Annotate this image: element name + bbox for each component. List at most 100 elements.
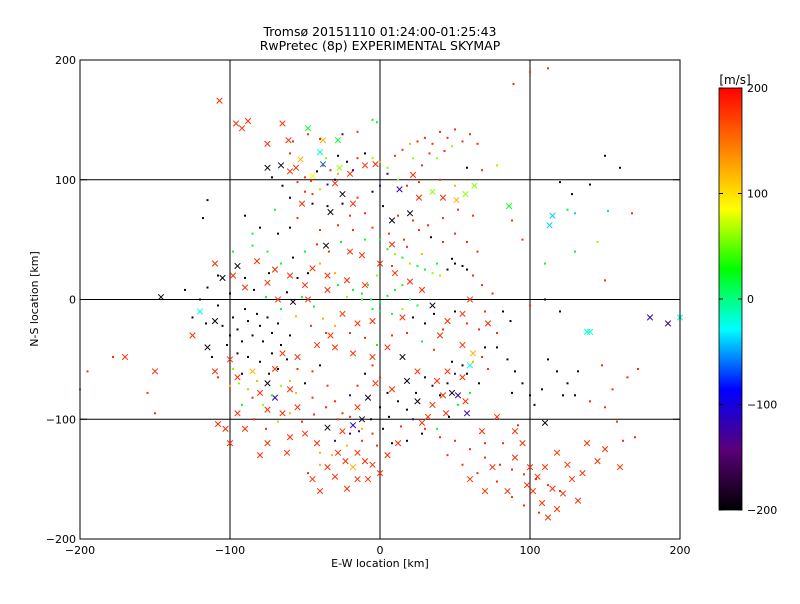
scatter-point-cross [226, 356, 234, 363]
scatter-point-dot [502, 442, 504, 445]
scatter-point-dot [529, 394, 531, 397]
scatter-point-dot [562, 394, 564, 397]
scatter-point-dot [289, 412, 291, 415]
scatter-point-dot [289, 196, 291, 199]
scatter-point-cross [211, 368, 219, 375]
scatter-point-dot [319, 364, 321, 367]
scatter-point-cross [372, 161, 379, 168]
scatter-point-cross [504, 487, 511, 495]
scatter-point-cross [226, 440, 234, 447]
scatter-point-dot [232, 367, 234, 370]
scatter-point-dot [454, 439, 456, 442]
scatter-point-cross [396, 186, 403, 193]
scatter-point-dot [461, 364, 464, 367]
scatter-point-cross [241, 425, 249, 432]
scatter-point-dot [271, 332, 273, 335]
scatter-point-dot [268, 372, 270, 375]
scatter-point-dot [206, 286, 209, 289]
scatter-point-dot [319, 451, 321, 454]
scatter-point-cross [304, 125, 312, 132]
scatter-point-dot [481, 284, 483, 287]
scatter-point-cross [442, 410, 450, 417]
scatter-point-cross [349, 200, 357, 207]
scatter-point-dot [265, 427, 267, 430]
scatter-point-dot [386, 294, 389, 297]
scatter-point-cross [331, 180, 339, 187]
scatter-point-cross [121, 353, 129, 361]
scatter-point-dot [326, 205, 329, 208]
x-tick-label: 200 [670, 544, 691, 557]
scatter-point-cross [354, 320, 361, 327]
scatter-point-dot [439, 394, 441, 397]
scatter-point-dot [217, 274, 219, 277]
scatter-point-dot [409, 298, 411, 301]
y-tick-label: −200 [46, 533, 76, 546]
scatter-point-cross [358, 416, 366, 423]
scatter-point-dot [349, 432, 351, 435]
scatter-point-dot [364, 238, 366, 241]
scatter-point-dot [341, 202, 344, 205]
scatter-point-dot [394, 252, 396, 255]
scatter-point-dot [484, 346, 486, 349]
scatter-point-dot [341, 412, 344, 415]
scatter-point-dot [211, 355, 213, 358]
scatter-point-dot [604, 406, 606, 409]
scatter-point-dot [346, 444, 348, 447]
scatter-point-dot [481, 169, 483, 172]
scatter-point-dot [241, 372, 243, 375]
scatter-point-dot [316, 170, 318, 173]
scatter-point-cross [466, 475, 474, 483]
scatter-point-cross [256, 452, 264, 459]
scatter-point-dot [491, 292, 494, 295]
scatter-point-cross [313, 341, 321, 349]
scatter-point-cross [294, 353, 301, 361]
scatter-point-cross [283, 449, 291, 456]
scatter-point-cross [372, 380, 379, 387]
scatter-point-dot [428, 152, 431, 155]
scatter-point-cross [309, 173, 316, 180]
scatter-point-cross [414, 368, 421, 375]
scatter-point-dot [451, 360, 453, 363]
scatter-point-dot [431, 384, 434, 387]
scatter-point-cross [264, 164, 271, 171]
scatter-point-dot [457, 403, 459, 406]
scatter-point-cross [526, 463, 534, 471]
scatter-point-dot [451, 257, 453, 260]
scatter-point-dot [472, 274, 474, 277]
scatter-point-cross [232, 120, 240, 127]
scatter-point-dot [544, 298, 546, 301]
scatter-point-dot [388, 415, 390, 418]
scatter-point-dot [277, 420, 279, 423]
scatter-point-dot [433, 348, 435, 351]
scatter-point-dot [478, 328, 480, 331]
scatter-point-dot [154, 412, 156, 415]
scatter-point-cross [664, 320, 672, 327]
scatter-point-cross [324, 424, 331, 431]
scatter-point-cross [253, 258, 261, 265]
scatter-point-dot [319, 262, 321, 265]
scatter-point-dot [266, 250, 269, 253]
scatter-point-cross [339, 190, 346, 198]
scatter-point-dot [271, 394, 273, 397]
scatter-point-dot [446, 136, 449, 139]
scatter-point-dot [439, 178, 441, 181]
scatter-point-dot [469, 448, 471, 451]
scatter-point-dot [256, 379, 258, 382]
scatter-point-dot [371, 364, 374, 367]
scatter-point-cross [511, 428, 519, 435]
scatter-point-cross [277, 162, 285, 169]
scatter-point-dot [371, 190, 374, 193]
scatter-point-cross [409, 171, 417, 179]
scatter-point-dot [416, 264, 419, 267]
scatter-point-dot [232, 250, 234, 253]
scatter-point-cross [271, 394, 279, 401]
scatter-point-cross [429, 188, 436, 195]
scatter-point-cross [459, 341, 466, 349]
scatter-point-dot [217, 376, 219, 379]
scatter-point-dot [512, 82, 515, 85]
scatter-point-dot [461, 140, 464, 143]
scatter-point-dot [262, 403, 264, 406]
scatter-point-dot [319, 188, 321, 191]
scatter-point-cross [334, 137, 342, 144]
scatter-point-dot [244, 214, 246, 217]
